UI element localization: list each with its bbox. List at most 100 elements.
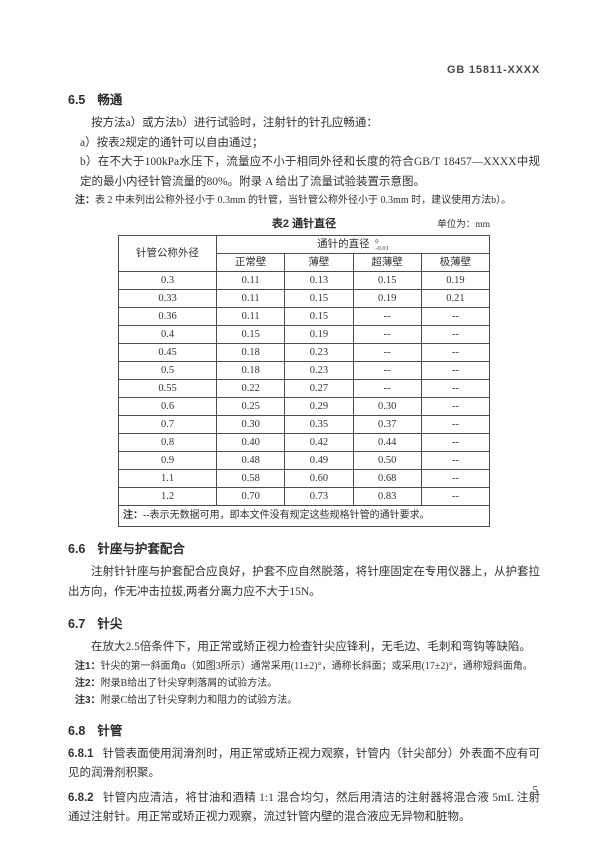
- table-row: 0.7 0.30 0.35 0.37 --: [118, 415, 491, 434]
- table-row: 0.6 0.25 0.29 0.30 --: [118, 397, 491, 416]
- paragraph-6-7: 在放大2.5倍条件下，用正常或矫正视力检查针尖应锋利，无毛边、毛刺和弯钩等缺陷。: [91, 641, 531, 653]
- section-number: 6.7: [68, 617, 86, 631]
- table-cell: 0.49: [284, 451, 354, 470]
- table2-header: 针管公称外径 通针的直径 0 -0.01 正常壁 薄壁 超薄壁 极薄壁: [118, 235, 491, 272]
- table-note: 注：--表示无数据可用，即本文件没有规定这些规格针管的通针要求。: [118, 505, 490, 527]
- table-cell: 0.8: [118, 433, 217, 452]
- table-cell: 0.30: [352, 397, 422, 416]
- table-cell: 0.9: [118, 451, 217, 470]
- tolerance-stack: 0 -0.01: [375, 238, 389, 252]
- note-text: 附录B给出了针尖穿刺落屑的试验方法。: [100, 677, 278, 689]
- col-header-gauge-pin-diameter: 通针的直径 0 -0.01: [216, 235, 490, 254]
- table-row: 0.36 0.11 0.15 -- --: [118, 307, 491, 326]
- section-title: 针管: [97, 723, 123, 738]
- table-cell: 0.15: [352, 271, 422, 290]
- list-item-a: a）按表2规定的通针可以自由通过；: [80, 136, 264, 149]
- table-cell: 0.37: [352, 415, 422, 434]
- table-row: 0.55 0.22 0.27 -- --: [118, 379, 491, 398]
- table-cell: 0.15: [284, 289, 354, 308]
- table-cell: 0.73: [284, 487, 354, 506]
- table-cell: 0.19: [352, 289, 422, 308]
- table-cell: 0.60: [284, 469, 354, 488]
- table-cell: 0.36: [118, 307, 217, 326]
- table-cell: 0.21: [420, 289, 491, 308]
- note-label: 注2：: [75, 677, 101, 689]
- tolerance-lower: -0.01: [375, 244, 389, 252]
- table-cell: 0.27: [284, 379, 354, 398]
- table-row: 0.3 0.11 0.13 0.15 0.19: [118, 271, 491, 290]
- page-number: 5: [532, 784, 539, 796]
- table-cell: --: [352, 343, 422, 362]
- table-cell: --: [420, 397, 491, 416]
- table-cell: 0.13: [284, 271, 354, 290]
- table2-body: 0.3 0.11 0.13 0.15 0.19 0.33 0.11 0.15 0.19 0.21 0…: [118, 271, 491, 506]
- table-cell: 0.25: [215, 397, 286, 416]
- table-cell: 0.48: [215, 451, 286, 470]
- table-cell: 0.15: [284, 307, 354, 326]
- table-cell: 0.15: [215, 325, 286, 344]
- table-cell: --: [420, 433, 491, 452]
- table-row: 0.45 0.18 0.23 -- --: [118, 343, 491, 362]
- table-row: 1.2 0.70 0.73 0.83 --: [118, 487, 491, 506]
- table-cell: --: [420, 307, 491, 326]
- section-number: 6.8: [68, 723, 86, 738]
- table-cell: 0.23: [284, 343, 354, 362]
- clause-number: 6.8.1: [68, 747, 94, 760]
- table-cell: 0.68: [352, 469, 422, 488]
- table-cell: 0.45: [118, 343, 217, 362]
- table2: 针管公称外径 通针的直径 0 -0.01 正常壁 薄壁 超薄壁 极薄壁 0.3 0.…: [118, 235, 491, 527]
- table-cell: 0.18: [215, 361, 286, 380]
- note-text: --表示无数据可用，即本文件没有规定这些规格针管的通针要求。: [143, 510, 430, 521]
- section-title: 针座与护套配合: [97, 542, 185, 556]
- clause-6-8-2: 6.8.2 针管内应清洁，将甘油和酒精 1:1 混合均匀，然后用清洁的注射器将混合…: [68, 789, 540, 828]
- table-note-row: 注：--表示无数据可用，即本文件没有规定这些规格针管的通针要求。: [118, 505, 490, 527]
- table-cell: --: [352, 361, 422, 380]
- table-cell: 0.6: [118, 397, 217, 416]
- table2-title: 表2 通针直径: [271, 218, 337, 230]
- section-number: 6.6: [68, 542, 86, 556]
- section-6-8-heading: 6.8 针管: [68, 720, 540, 739]
- table-cell: --: [420, 415, 491, 434]
- list-item-b: b）在不大于100kPa水压下，流量应不小于相同外径和长度的符合GB/T 184…: [80, 156, 540, 188]
- table-cell: 0.3: [118, 271, 217, 290]
- table-cell: --: [420, 451, 491, 470]
- note-label: 注1：: [75, 660, 101, 672]
- note-6-7-1: 注1：针尖的第一斜面角α（如图3所示）通常采用(11±2)°，通称长斜面；或采用…: [75, 659, 540, 675]
- table-row: 0.8 0.40 0.42 0.44 --: [118, 433, 491, 452]
- table-cell: 0.42: [284, 433, 354, 452]
- table-cell: --: [420, 379, 491, 398]
- clause-number: 6.8.2: [68, 791, 94, 804]
- note-text: 表 2 中未列出公称外径小于 0.3mm 的针管，当针管公称外径小于 0.3mm…: [95, 195, 512, 206]
- note-label: 注：: [123, 510, 143, 521]
- table-row: 0.9 0.48 0.49 0.50 --: [118, 451, 491, 470]
- table-cell: 0.40: [215, 433, 286, 452]
- section-6-6-heading: 6.6 针座与护套配合: [68, 538, 540, 557]
- merged-header-text: 通针的直径: [317, 239, 370, 250]
- table2-block: 表2 通针直径 单位为：mm 针管公称外径 通针的直径 0 -0.01 正常壁 薄…: [118, 214, 491, 527]
- table-cell: --: [352, 325, 422, 344]
- col-header-nominal-outer-diameter: 针管公称外径: [118, 235, 217, 272]
- table-row: 0.4 0.15 0.19 -- --: [118, 325, 491, 344]
- table-cell: 0.18: [215, 343, 286, 362]
- table2-unit: 单位为：mm: [437, 220, 490, 230]
- table-cell: 0.50: [352, 451, 422, 470]
- table-cell: --: [420, 325, 491, 344]
- col-header-normal-wall: 正常壁: [215, 253, 286, 272]
- table-cell: 0.55: [118, 379, 217, 398]
- table-cell: 0.29: [284, 397, 354, 416]
- table2-footer: 注：--表示无数据可用，即本文件没有规定这些规格针管的通针要求。: [118, 505, 490, 527]
- section-6-5-heading: 6.5 畅通: [68, 89, 540, 108]
- table-cell: 0.11: [215, 289, 286, 308]
- table-cell: --: [352, 379, 422, 398]
- table-cell: 0.7: [118, 415, 217, 434]
- doc-code: GB 15811-XXXX: [447, 64, 540, 76]
- table-cell: 0.70: [215, 487, 286, 506]
- table-cell: 0.22: [215, 379, 286, 398]
- table-cell: 0.58: [215, 469, 286, 488]
- note-label: 注3：: [75, 694, 101, 706]
- tolerance-upper: 0: [375, 237, 379, 245]
- paragraph-6-6: 注射针针座与护套配合应良好，护套不应自然脱落，将针座固定在专用仪器上，从护套拉出…: [68, 566, 540, 598]
- table-cell: 0.19: [420, 271, 491, 290]
- note-6-7-3: 注3：附录C给出了针尖穿刺力和阻力的试验方法。: [75, 693, 540, 709]
